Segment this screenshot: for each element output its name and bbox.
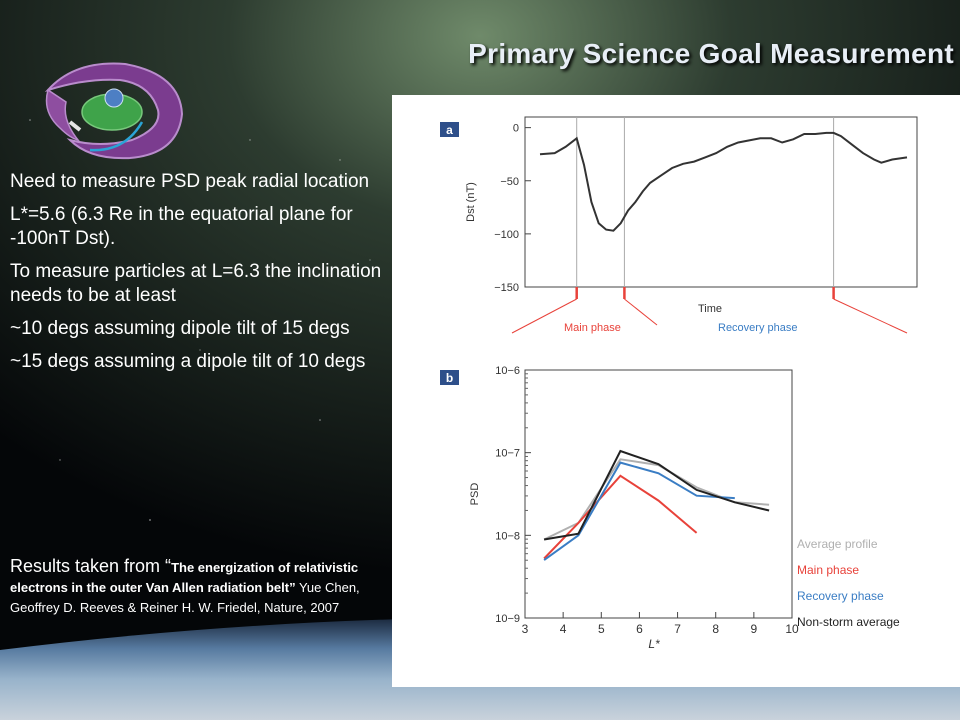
bullet-list: Need to measure PSD peak radial location… xyxy=(10,170,390,383)
panel-b-ytick-label-3: 10−9 xyxy=(495,613,520,625)
panel-b-label: b xyxy=(446,371,453,385)
panel-b-ytick-label-2: 10−8 xyxy=(495,530,520,542)
recovery-bracket-right xyxy=(833,298,908,334)
dst-chart: a 0 −50 −100 −150 Dst (nT) Time Main phase Recov… xyxy=(440,116,918,334)
psd-series-1 xyxy=(543,474,698,560)
bullet-4: ~10 degs assuming dipole tilt of 15 degs xyxy=(10,318,350,339)
main-phase-annotation: Main phase xyxy=(564,322,621,334)
figure-panel: a 0 −50 −100 −150 Dst (nT) Time Main phase Recov… xyxy=(392,95,960,687)
panel-a-ytick-label-3: −150 xyxy=(494,282,519,294)
slide-title: Primary Science Goal Measurement xyxy=(468,38,954,69)
citation-lead: Results taken from “ xyxy=(10,556,172,576)
panel-b-xtick-label-1: 4 xyxy=(560,622,567,636)
dst-series-line xyxy=(539,131,908,232)
recovery-phase-annotation: Recovery phase xyxy=(718,322,798,334)
psd-legend-1: Main phase xyxy=(797,563,859,577)
panel-a-axes-frame xyxy=(524,116,918,288)
citation-authors: Yue Chen, Geoffrey D. Reeves & Reiner H.… xyxy=(10,580,360,615)
panel-a-ytick-label-1: −50 xyxy=(500,176,519,188)
bullet-3: To measure particles at L=6.3 the inclin… xyxy=(10,261,382,306)
panel-b-xlabel: L* xyxy=(648,637,660,651)
panel-a-label: a xyxy=(446,123,453,137)
panel-b-xtick-label-6: 9 xyxy=(751,622,758,636)
panel-b-xtick-label-0: 3 xyxy=(522,622,529,636)
psd-series-3 xyxy=(543,449,770,541)
panel-b-xtick-label-4: 7 xyxy=(674,622,681,636)
radiation-belt-logo xyxy=(44,62,184,160)
panel-b-label-box xyxy=(440,370,459,385)
bullet-1: Need to measure PSD peak radial location xyxy=(10,171,370,192)
panel-a-ylabel: Dst (nT) xyxy=(465,182,477,222)
panel-b-xtick-label-7: 10 xyxy=(785,622,799,636)
psd-chart: b 10−6 10−7 10−8 10−93 4 5 6 7 8 9 10 PSD L* Average p… xyxy=(440,365,900,651)
panel-b-ylabel: PSD xyxy=(469,483,481,506)
panel-b-xtick-label-5: 8 xyxy=(712,622,719,636)
psd-series-2 xyxy=(543,461,735,561)
psd-legend-0: Average profile xyxy=(797,537,878,551)
panel-b-ytick-label-0: 10−6 xyxy=(495,365,520,377)
main-phase-bracket-right xyxy=(624,298,658,326)
psd-legend-2: Recovery phase xyxy=(797,589,884,603)
psd-legend-3: Non-storm average xyxy=(797,615,900,629)
panel-b-ytick-label-1: 10−7 xyxy=(495,448,520,460)
bullet-5: ~15 degs assuming a dipole tilt of 10 de… xyxy=(10,351,366,372)
bullet-2: L*=5.6 (6.3 Re in the equatorial plane f… xyxy=(10,204,353,249)
citation: Results taken from “The energization of … xyxy=(10,556,385,618)
panel-b-xtick-label-2: 5 xyxy=(598,622,605,636)
citation-paper-title: The energization of relativistic electro… xyxy=(10,560,359,595)
panel-a-ytick-label-0: 0 xyxy=(513,123,519,135)
panel-a-label-box xyxy=(440,122,459,137)
panel-b-xtick-label-3: 6 xyxy=(636,622,643,636)
panel-a-ytick-label-2: −100 xyxy=(494,229,519,241)
panel-b-axes-frame xyxy=(524,369,793,619)
main-phase-bracket-left xyxy=(511,298,577,334)
panel-a-xlabel: Time xyxy=(698,303,722,315)
